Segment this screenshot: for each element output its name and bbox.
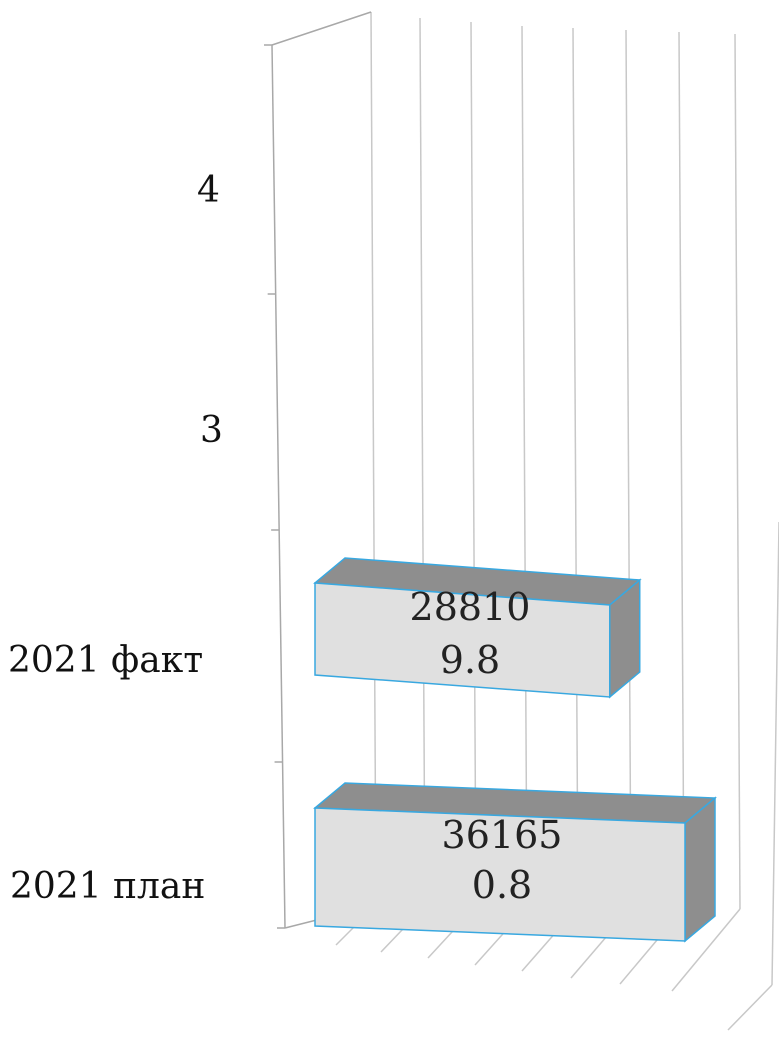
- category-label: 3: [200, 410, 223, 451]
- gridline-vertical: [572, 27, 579, 908]
- bars: [313, 557, 717, 943]
- data-label-line1: 28810: [410, 585, 531, 629]
- axis-top-edge: [271, 11, 372, 46]
- data-label-line2: 0.8: [472, 863, 532, 907]
- gridline-vertical: [470, 21, 477, 907]
- gridline-vertical: [625, 29, 632, 909]
- category-label: 2021 план: [10, 866, 205, 907]
- bar: [313, 557, 642, 699]
- gridline-vertical: [734, 33, 741, 910]
- data-label-line1: 36165: [442, 813, 563, 857]
- gridline-vertical: [678, 31, 685, 909]
- bar-front-face: [314, 807, 686, 942]
- gridline-floor-edge: [727, 984, 773, 1031]
- category-label: 4: [197, 170, 220, 211]
- gridline-vertical: [419, 17, 426, 907]
- category-labels: 2021 план 2021 факт 3 4: [8, 170, 223, 907]
- bar: [313, 782, 717, 943]
- gridline-floor: [671, 908, 741, 992]
- category-label: 2021 факт: [8, 640, 203, 681]
- gridline-vertical: [370, 11, 377, 906]
- axis-line: [271, 44, 286, 929]
- gridline-vertical: [521, 25, 528, 908]
- bar-front-face: [314, 582, 611, 698]
- bar-side-face: [684, 796, 716, 943]
- gridline-side-wall: [771, 521, 779, 986]
- data-labels: 36165 0.8 28810 9.8: [410, 585, 563, 907]
- data-label-line2: 9.8: [440, 638, 500, 682]
